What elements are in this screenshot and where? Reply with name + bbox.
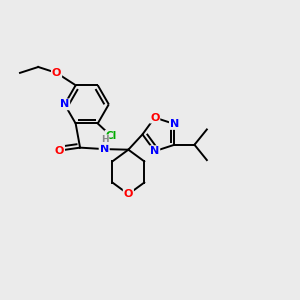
- Text: O: O: [150, 112, 159, 123]
- Text: Cl: Cl: [105, 131, 117, 141]
- Text: O: O: [52, 68, 61, 78]
- Text: N: N: [150, 146, 159, 156]
- Text: N: N: [60, 99, 69, 110]
- Text: H: H: [101, 135, 109, 144]
- Text: N: N: [100, 144, 109, 154]
- Text: O: O: [55, 146, 64, 156]
- Text: N: N: [170, 119, 179, 129]
- Text: O: O: [124, 189, 133, 199]
